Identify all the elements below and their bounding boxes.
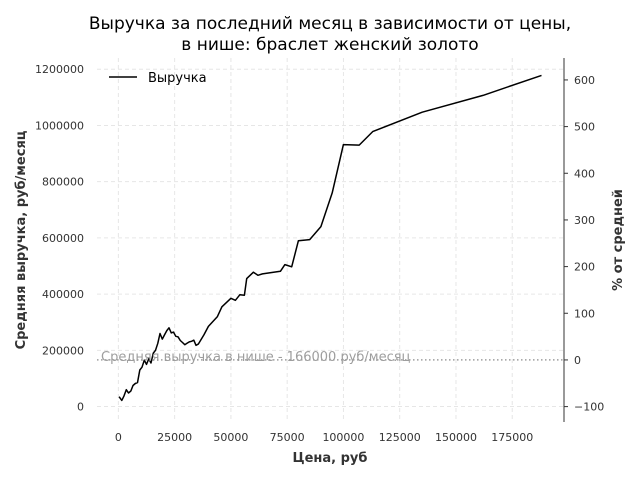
y-tick-label-1: 200000: [42, 344, 84, 357]
y-tick-label-5: 1000000: [35, 119, 84, 132]
y2-tick-label-7: 600: [574, 74, 595, 87]
series-layer: [118, 74, 542, 402]
x-tick-label-7: 175000: [491, 431, 533, 444]
chart-title-line-2: в нише: браслет женский золото: [181, 35, 478, 55]
y2-tick-label-3: 200: [574, 261, 595, 274]
x-tick-label-4: 100000: [322, 431, 364, 444]
chart-title-line-1: Выручка за последний месяц в зависимости…: [89, 14, 571, 34]
reference-line-label: Средняя выручка в нише - 166000 руб/меся…: [101, 350, 411, 365]
x-tick-label-2: 50000: [213, 431, 248, 444]
x-tick-label-3: 75000: [270, 431, 305, 444]
y-tick-label-6: 1200000: [35, 63, 84, 76]
y2-axis-label: % от средней: [611, 189, 626, 291]
ticks: 0 25000 50000 75000 100000 125000 150000 175000…: [35, 63, 604, 444]
x-axis-label: Цена, руб: [293, 451, 368, 466]
grid: [97, 58, 564, 422]
y2-tick-label-2: 100: [574, 307, 595, 320]
y2-tick-label-4: 300: [574, 214, 595, 227]
y2-tick-label-1: 0: [574, 354, 581, 367]
y2-tick-label-5: 400: [574, 167, 595, 180]
y-axis-label: Средняя выручка, руб/месяц: [14, 130, 29, 349]
y2-tick-label-6: 500: [574, 121, 595, 134]
x-tick-label-5: 125000: [379, 431, 421, 444]
y-tick-label-0: 0: [77, 401, 84, 414]
legend: Выручка: [109, 71, 207, 86]
x-tick-label-0: 0: [115, 431, 122, 444]
legend-label: Выручка: [148, 71, 207, 86]
y-tick-label-2: 400000: [42, 288, 84, 301]
y-tick-label-3: 600000: [42, 232, 84, 245]
x-tick-label-1: 25000: [157, 431, 192, 444]
series-line-0: [118, 74, 542, 402]
y2-tick-label-0: −100: [574, 401, 604, 414]
x-tick-label-6: 150000: [435, 431, 477, 444]
y-tick-label-4: 800000: [42, 176, 84, 189]
